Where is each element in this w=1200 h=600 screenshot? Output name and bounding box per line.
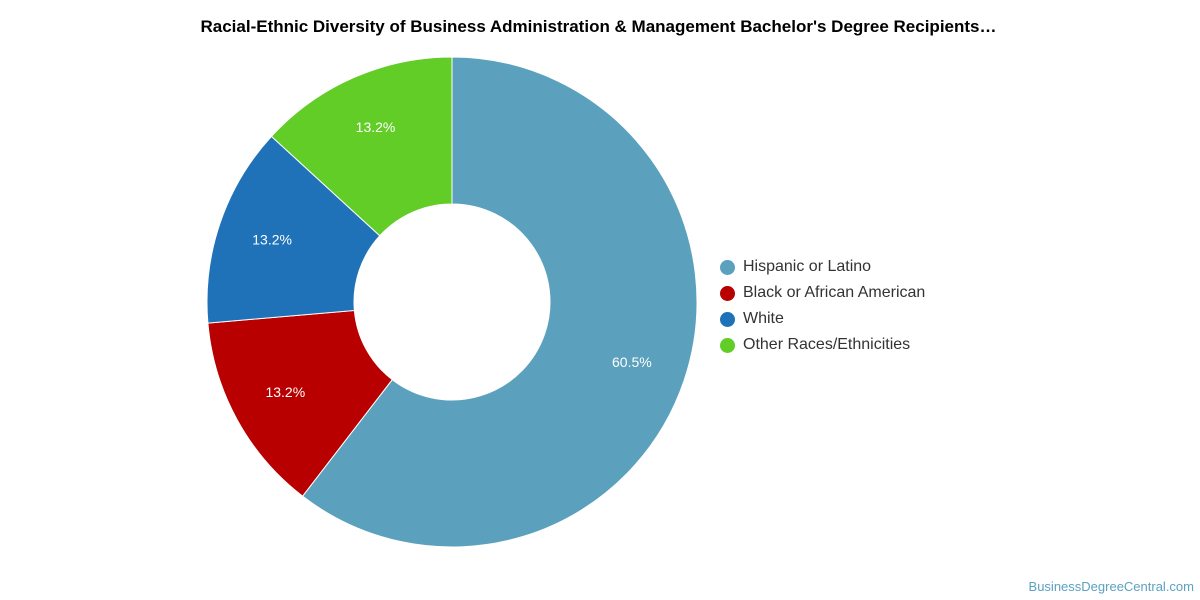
legend-swatch-icon — [720, 311, 735, 327]
slices-group — [206, 56, 698, 548]
legend-label: Hispanic or Latino — [743, 258, 872, 275]
legend-swatch-icon — [720, 285, 735, 301]
slice-label-white: 13.2% — [252, 232, 292, 248]
legend: Hispanic or Latino Black or African Ameri… — [720, 254, 925, 358]
slice-label-hispanic-or-latino: 60.5% — [612, 354, 652, 370]
legend-label: Black or African American — [743, 284, 926, 301]
slice-black-or-african-american — [207, 309, 393, 497]
slice-other-races-ethnicities — [270, 56, 453, 237]
legend-item-hispanic-or-latino[interactable]: Hispanic or Latino — [720, 254, 925, 280]
slice-labels-group: 60.5% 13.2% 13.2% 13.2% — [252, 119, 651, 400]
legend-label: White — [743, 310, 784, 327]
chart-title: Racial-Ethnic Diversity of Business Admi… — [200, 17, 997, 36]
legend-swatch-icon — [720, 337, 735, 353]
slice-label-black-or-african-american: 13.2% — [265, 384, 305, 400]
legend-item-black-or-african-american[interactable]: Black or African American — [720, 280, 925, 306]
legend-item-white[interactable]: White — [720, 306, 925, 332]
legend-item-other-races-ethnicities[interactable]: Other Races/Ethnicities — [720, 332, 925, 358]
legend-swatch-icon — [720, 259, 735, 275]
slice-label-other-races-ethnicities: 13.2% — [356, 119, 396, 135]
slice-hispanic-or-latino — [301, 56, 698, 548]
watermark: BusinessDegreeCentral.com — [1028, 579, 1194, 594]
legend-label: Other Races/Ethnicities — [743, 336, 911, 353]
slice-white — [206, 135, 381, 324]
